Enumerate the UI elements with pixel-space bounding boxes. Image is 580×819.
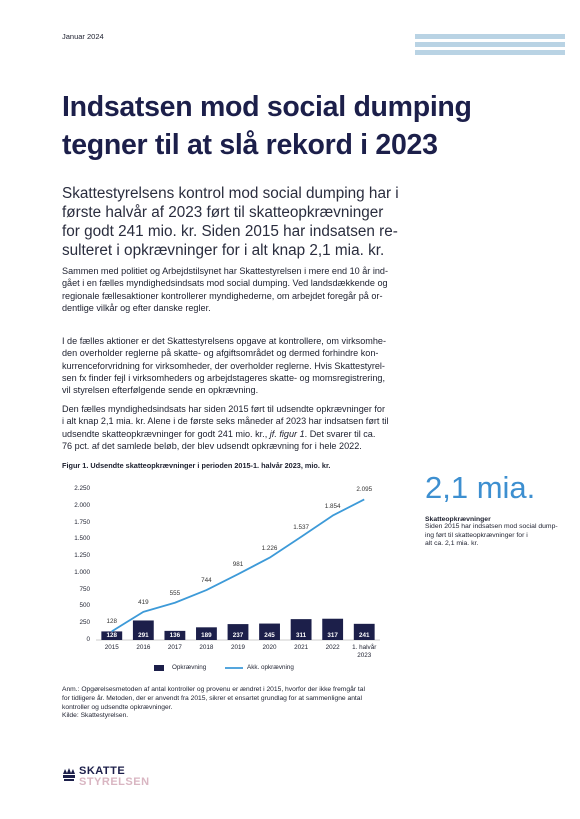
bar — [322, 618, 344, 640]
lead-line: første halvår af 2023 ført til skatteopk… — [62, 204, 384, 221]
italic-span: jf. figur 1 — [269, 428, 305, 439]
paragraph: Den fælles myndighedsindsats har siden 2… — [62, 403, 389, 452]
chart: 0 250 500 750 1.000 1.250 1.500 1.750 2.000 2.250… — [40, 475, 400, 680]
paragraph-line: I de fælles aktioner er det Skattestyrel… — [62, 336, 386, 346]
paragraph: I de fælles aktioner er det Skattestyrel… — [62, 335, 386, 396]
note-line: for tidligere år. Metoden, der er anvend… — [62, 694, 362, 702]
y-tick-label: 2.250 — [74, 485, 90, 492]
bar-label: 317 — [327, 631, 338, 639]
line-label: 1.537 — [293, 523, 309, 531]
bar — [290, 619, 312, 640]
sidebar-line: alt ca. 2,1 mia. kr. — [425, 540, 479, 548]
bar — [101, 631, 123, 640]
bar — [164, 630, 186, 640]
logo-line1: SKATTE — [79, 765, 126, 777]
bar — [353, 623, 375, 640]
legend-label: Opkrævning — [172, 664, 207, 671]
lead-line: sulteret i opkrævninger for i alt knap 2… — [62, 242, 385, 259]
paragraph-line: Sammen med politiet og Arbejdstilsynet h… — [62, 266, 389, 276]
bar-label: 245 — [264, 631, 275, 639]
bar — [227, 624, 249, 640]
paragraph-line: vil styrelsen efterfølgende sende en opk… — [62, 385, 259, 396]
bar-label: 311 — [296, 631, 307, 639]
paragraph-line: kurrenceforvridning for virksomheder, de… — [62, 360, 385, 371]
lead-line: for godt 241 mio. kr. Siden 2015 har ind… — [62, 223, 398, 240]
line-label: 128 — [106, 618, 118, 626]
bar-label: 136 — [169, 631, 181, 639]
y-tick-label: 1.500 — [74, 535, 90, 543]
chart-svg — [96, 498, 380, 671]
bar-label: 237 — [232, 631, 244, 639]
x-tick-label: 2017 — [167, 644, 182, 651]
paragraph-line: regionale fællesaktioner kontrollerer my… — [62, 290, 383, 301]
sidebar-heading: Skatteopkrævninger — [425, 516, 491, 523]
paragraph-line: gået i en fælles myndighedsindsats mod s… — [62, 278, 388, 289]
lead: Skattestyrelsens kontrol mod social dump… — [62, 184, 399, 260]
note-line: Anm.: Opgørelsesmetoden af antal kontrol… — [62, 686, 365, 693]
figure-title: Figur 1. Udsendte skatteopkrævninger i p… — [62, 461, 331, 470]
bar-label: 241 — [358, 631, 370, 639]
logo-line2: STYRELSEN — [79, 776, 150, 788]
x-tick-label: 2021 — [294, 644, 309, 651]
paragraph-line: Den fælles myndighedsindsats har siden 2… — [62, 404, 386, 414]
line-label: 981 — [232, 561, 244, 569]
x-tick-label: 2022 — [325, 644, 340, 651]
bar — [196, 627, 217, 640]
y-tick-label: 500 — [79, 602, 90, 610]
line — [111, 498, 365, 633]
date: Januar 2024 — [62, 32, 104, 41]
y-tick-label: 750 — [79, 585, 90, 593]
bar-label: 128 — [106, 631, 118, 639]
paragraph-line: dentlige vilkår og efter danske regler. — [62, 302, 211, 313]
paragraph: Sammen med politiet og Arbejdstilsynet h… — [62, 265, 388, 314]
title: Indsatsen mod social dumping tegner til a… — [62, 88, 472, 164]
y-tick-label: 250 — [79, 619, 90, 627]
line-label: 2.095 — [356, 486, 373, 494]
highlight: 2,1 mia. — [425, 470, 536, 505]
line-label: 555 — [169, 589, 181, 597]
legend-label: Akk. opkrævning — [247, 664, 294, 671]
line-label: 744 — [201, 577, 212, 585]
bar-label: 189 — [201, 631, 212, 639]
x-tick-label: 2015 — [104, 644, 119, 651]
lead-line: Skattestyrelsens kontrol mod social dump… — [62, 185, 399, 202]
logo-crown — [63, 768, 75, 781]
paragraph-line: den overholder reglerne på skatte- og af… — [62, 348, 379, 359]
text-span: . Det svarer til ca. — [304, 428, 376, 439]
paragraph-line: i alt knap 2,1 mia. kr. Alene i de først… — [62, 416, 389, 427]
x-tick-label: 2019 — [230, 644, 245, 651]
decor-stripes — [415, 34, 565, 55]
sidebar-text: Siden 2015 har indsatsen mod social dump… — [425, 523, 575, 549]
x-tick-label: 2018 — [199, 644, 214, 651]
y-tick-label: 1.750 — [74, 518, 90, 526]
bar — [132, 620, 154, 640]
source: Kilde: Skattestyrelsen. — [62, 712, 129, 720]
title-line: tegner til at slå rekord i 2023 — [62, 129, 438, 161]
paragraph-line: 76 pct. af det samlede beløb, der blev u… — [62, 440, 362, 451]
notes: Anm.: Opgørelsesmetoden af antal kontrol… — [62, 686, 365, 721]
bar-label: 291 — [138, 631, 149, 639]
line-label: 1.854 — [324, 502, 341, 510]
sidebar-line: Siden 2015 har indsatsen mod social dump… — [425, 523, 558, 530]
sidebar-line: ing ført til skatteopkrævninger for i — [425, 531, 528, 539]
y-tick-label: 0 — [86, 636, 90, 643]
line-label: 419 — [138, 598, 149, 606]
sidebar: 2,1 mia. Skatteopkrævninger Siden 2015 h… — [425, 470, 575, 549]
note-line: kontroller og udsendte opkrævninger. — [62, 703, 173, 711]
paragraph-line: udsendte skatteopkrævninger for godt 241… — [62, 428, 389, 440]
y-tick-label: 1.000 — [74, 568, 90, 576]
paragraph-line: sen fx finder fejl i virksomheders og ar… — [62, 372, 385, 383]
x-tick-label: 2020 — [262, 644, 277, 651]
x-tick-label: 1. halvår 2023 — [352, 644, 377, 659]
title-line: Indsatsen mod social dumping — [62, 91, 472, 123]
line-label: 1.226 — [261, 544, 278, 552]
bar — [259, 623, 280, 640]
legend-swatch — [154, 665, 164, 671]
y-tick-label: 1.250 — [74, 552, 90, 560]
x-tick-label: 2016 — [136, 644, 151, 651]
text-span: udsendte skatteopkrævninger for godt 241… — [62, 428, 270, 439]
y-tick-label: 2.000 — [74, 501, 90, 509]
